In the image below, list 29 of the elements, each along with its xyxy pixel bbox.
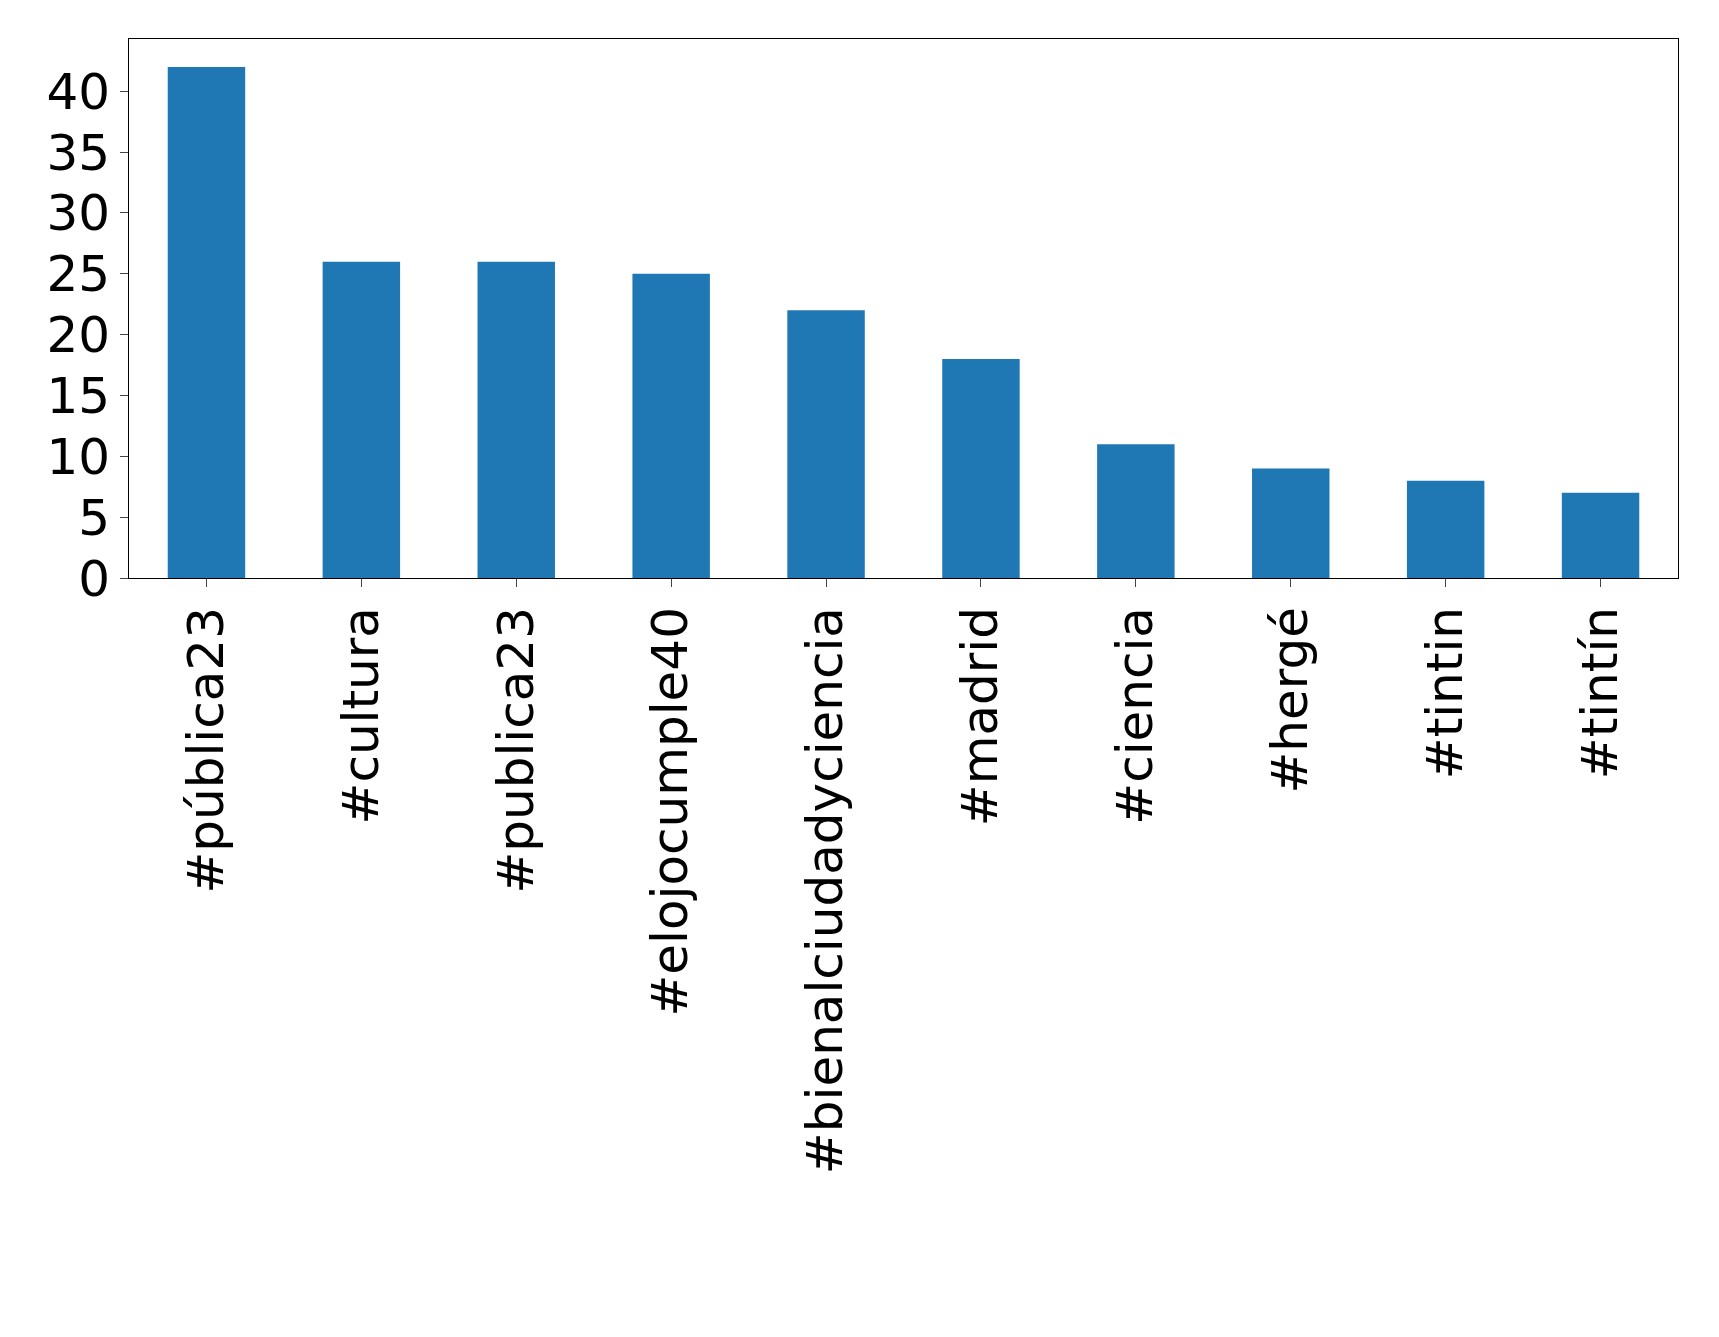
bar — [942, 358, 1020, 578]
y-tick-label: 30 — [46, 184, 110, 243]
y-tick-label: 5 — [78, 488, 110, 547]
x-tick-label: #tintin — [1415, 607, 1474, 780]
y-tick-label: 25 — [46, 245, 110, 304]
y-tick-label: 20 — [46, 306, 110, 365]
y-tick-label: 15 — [46, 366, 110, 425]
x-tick-label: #cultura — [331, 607, 390, 825]
x-tick-label: #pública23 — [176, 607, 235, 894]
bar — [1561, 492, 1640, 578]
bar — [1097, 444, 1175, 578]
y-tick-label: 35 — [46, 123, 110, 182]
y-tick-label: 40 — [46, 62, 110, 121]
x-tick-label: #elojocumple40 — [641, 607, 700, 1017]
bar — [167, 66, 246, 578]
bar — [1252, 468, 1330, 578]
y-tick-label: 10 — [46, 427, 110, 486]
y-tick-label: 0 — [78, 549, 110, 608]
x-tick-label: #tintín — [1570, 607, 1629, 780]
x-tick-label: #ciencia — [1106, 607, 1165, 825]
x-tick-label: #bienalciudadyciencia — [796, 607, 855, 1175]
bar — [787, 310, 865, 578]
bar — [632, 273, 710, 578]
x-tick-label: #hergé — [1261, 607, 1319, 794]
x-tick-label: #publica23 — [486, 607, 545, 894]
bar — [477, 261, 555, 578]
bar — [1406, 480, 1485, 578]
bar — [322, 261, 401, 578]
x-tick-label: #madrid — [951, 607, 1010, 827]
